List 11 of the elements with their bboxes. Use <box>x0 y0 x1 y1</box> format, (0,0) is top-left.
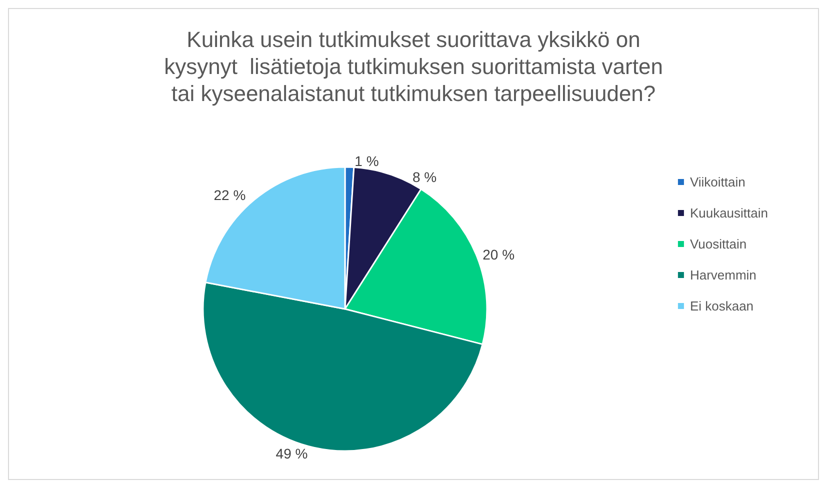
legend-label: Ei koskaan <box>690 298 754 314</box>
legend-label: Vuosittain <box>690 236 747 252</box>
data-label: 20 % <box>482 246 515 263</box>
data-label: 49 % <box>276 445 308 462</box>
data-label: 8 % <box>412 169 437 186</box>
chart-title: Kuinka usein tutkimukset suorittava yksikkö on kysynyt lisätietoja tutkimuksen suorittamista varten tai kyseenalaistanut tutkimuksen tarpeellisuuden? <box>164 27 663 106</box>
legend-label: Harvemmin <box>690 268 756 282</box>
data-label: 1 % <box>354 153 379 170</box>
legend-label: Viikoittain <box>690 174 746 190</box>
data-label: 22 % <box>214 186 246 203</box>
legend-label: Kuukausittain <box>690 206 768 220</box>
